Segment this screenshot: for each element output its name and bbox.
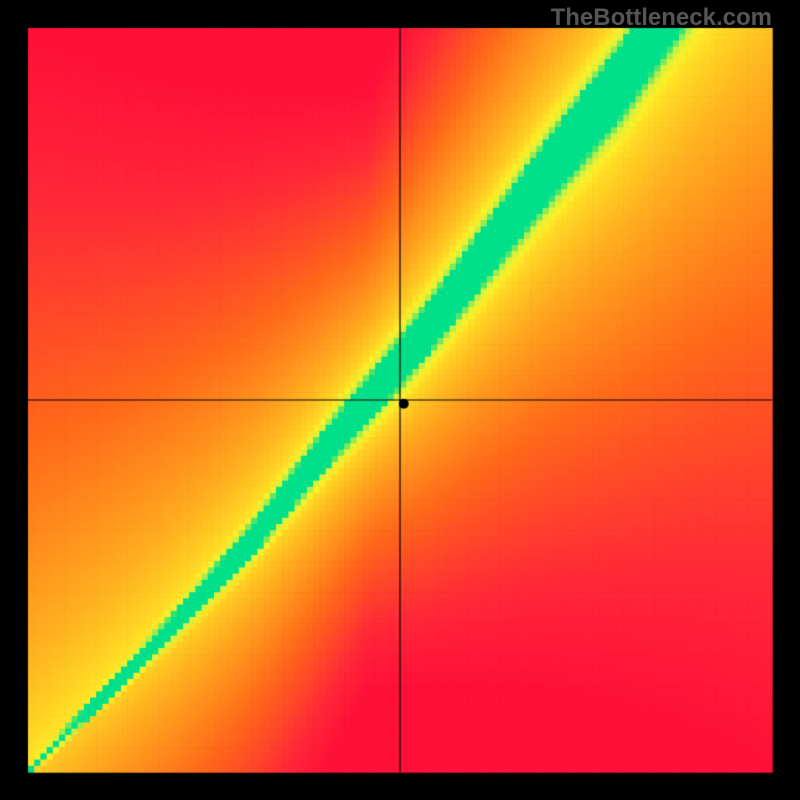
watermark-text: TheBottleneck.com xyxy=(551,4,772,32)
chart-container: TheBottleneck.com xyxy=(0,0,800,800)
bottleneck-heatmap xyxy=(0,0,800,800)
